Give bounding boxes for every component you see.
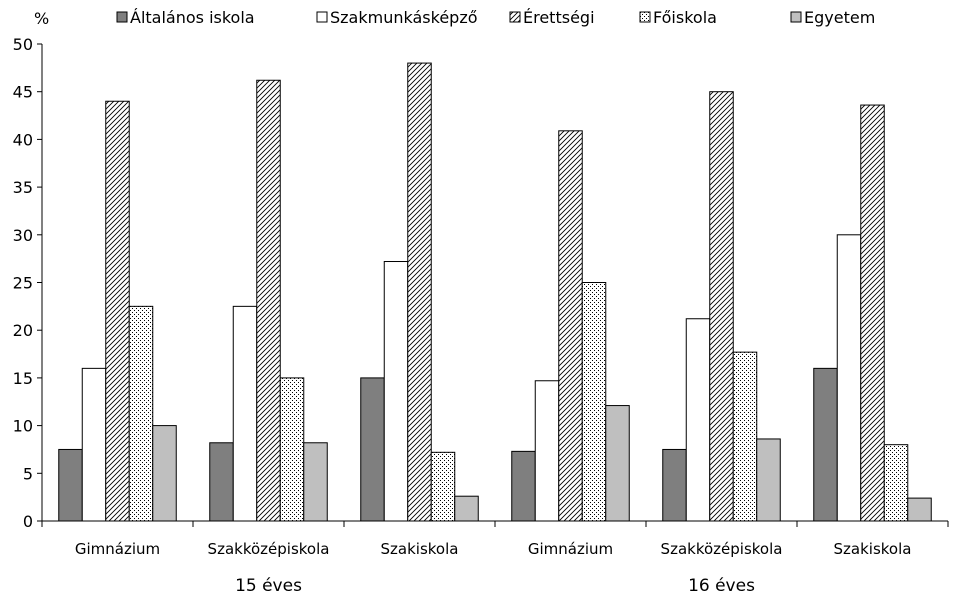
bar [860,104,885,522]
bar [152,425,177,522]
y-axis: 0 5 10 15 20 25 30 35 40 45 50% [13,9,50,531]
bar [756,438,781,522]
bar [279,377,305,522]
x-group-label: 15 éves [235,576,302,595]
bar [836,234,862,522]
y-tick-label: 35 [13,178,33,197]
legend-swatch [790,11,802,23]
legend-swatch [639,11,651,23]
bar [732,351,758,522]
y-tick-label: 45 [13,83,33,102]
legend: Általános iskola Szakmunkásképző Érettségi… [116,8,875,27]
x-category-label: Szakiskola [834,540,912,558]
x-group-label: 16 éves [688,576,755,595]
bar [558,130,583,522]
bar [605,405,630,522]
bar [360,377,385,522]
legend-swatch [116,11,128,23]
legend-label: Főiskola [653,8,717,27]
bar [709,91,734,522]
y-tick-label: 40 [13,130,33,149]
legend-swatch [509,11,521,23]
legend-label: Általános iskola [130,8,255,27]
y-tick-label: 50 [13,35,33,54]
y-tick-label: 25 [13,274,33,293]
bar [256,79,281,522]
y-tick-label: 5 [23,464,33,483]
x-category-label: Szakközépiskola [208,540,330,558]
bar [303,442,328,522]
bar [813,367,838,522]
bar [209,442,234,522]
y-axis-unit-label: % [34,9,49,28]
y-tick-label: 30 [13,226,33,245]
bar [232,305,258,522]
bar [907,497,932,522]
legend-swatch [316,11,328,23]
legend-label: Egyetem [804,8,875,27]
bar [511,450,536,522]
legend-label: Szakmunkásképző [330,8,478,27]
x-axis: Gimnázium Szakközépiskola Szakiskola Gimnáz… [41,520,949,595]
y-tick-label: 15 [13,369,33,388]
x-category-label: Szakközépiskola [661,540,783,558]
bar [454,495,479,522]
bar [128,305,154,522]
x-category-label: Szakiskola [381,540,459,558]
x-category-label: Gimnázium [75,540,160,558]
bars [58,62,932,522]
bar [81,367,107,522]
bar [58,448,83,522]
bar [534,380,560,522]
bar [685,318,711,522]
bar [383,261,409,522]
y-tick-label: 10 [13,417,33,436]
y-tick-label: 0 [23,512,33,531]
bar [105,100,130,522]
bar [430,451,456,522]
x-category-label: Gimnázium [528,540,613,558]
legend-label: Érettségi [523,8,595,27]
y-tick-label: 20 [13,321,33,340]
bar [662,448,687,522]
bar [407,62,432,522]
bar [883,444,909,522]
bar [581,282,607,522]
